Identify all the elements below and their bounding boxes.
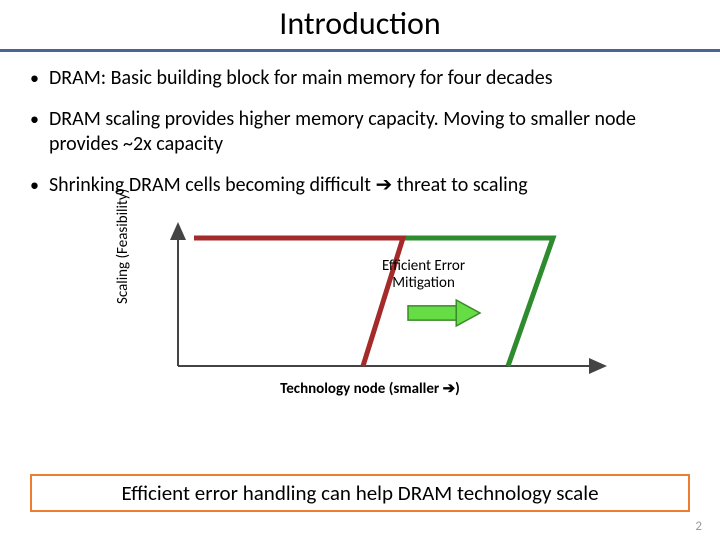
chart-curve-baseline (194, 238, 403, 366)
bullet-list: • DRAM: Basic building block for main me… (0, 52, 720, 198)
bullet-dot-icon: • (30, 107, 39, 131)
horizontal-arrow-icon (408, 300, 480, 326)
chart-y-axis-label: Scaling (Feasibility) (114, 189, 132, 304)
page-title: Introduction (0, 0, 720, 49)
bullet-text: DRAM scaling provides higher memory capa… (49, 107, 696, 157)
bullet-dot-icon: • (30, 66, 39, 90)
chart-x-axis-label: Technology node (smaller ➔) (130, 379, 610, 398)
chart-curve-extended (194, 238, 553, 366)
chart-annotation: Efficient ErrorMitigation (382, 258, 465, 293)
bullet-dot-icon: • (30, 173, 39, 197)
bullet-item: • DRAM: Basic building block for main me… (24, 66, 696, 91)
chart-svg (148, 214, 608, 374)
bullet-text: DRAM: Basic building block for main memo… (49, 66, 553, 91)
bullet-item: • DRAM scaling provides higher memory ca… (24, 107, 696, 157)
summary-callout: Efficient error handling can help DRAM t… (30, 474, 690, 512)
page-number: 2 (695, 519, 702, 534)
scaling-chart: Scaling (Feasibility) Efficient ErrorMit… (130, 214, 610, 394)
